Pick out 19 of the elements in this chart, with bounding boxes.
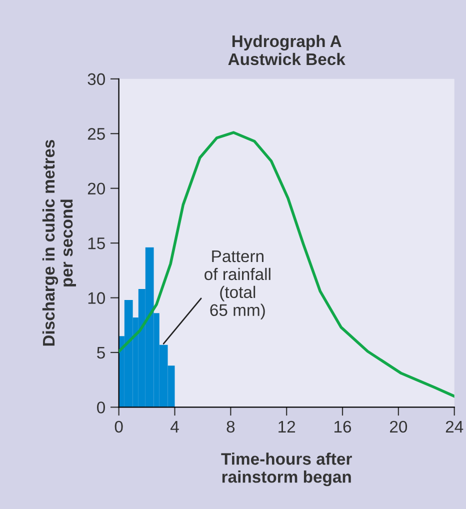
y-axis-title: Discharge in cubic metres per second (42, 140, 76, 346)
x-axis-title: Time-hours after rainstorm began (221, 452, 352, 486)
annotation: Pattern of rainfall (total 65 mm) (204, 250, 270, 320)
x-tick-label: 0 (114, 420, 123, 433)
x-tick-label: 16 (334, 420, 352, 433)
y-tick-label: 5 (97, 347, 105, 359)
x-tick-label: 8 (226, 420, 235, 433)
y-tick-label: 0 (97, 402, 105, 414)
y-tick-label: 25 (88, 128, 105, 140)
x-tick-label: 20 (390, 420, 408, 433)
line-series (118, 131, 454, 398)
y-tick-label: 30 (88, 73, 105, 86)
y-tick-label: 20 (88, 182, 105, 195)
x-tick-label: 4 (170, 421, 179, 432)
x-tick-label: 24 (446, 420, 464, 432)
x-tick-label: 12 (278, 420, 296, 432)
y-tick-label: 10 (88, 292, 105, 304)
y-tick-label: 15 (88, 238, 105, 250)
chart-title: Hydrograph A Austwick Beck (228, 34, 346, 66)
